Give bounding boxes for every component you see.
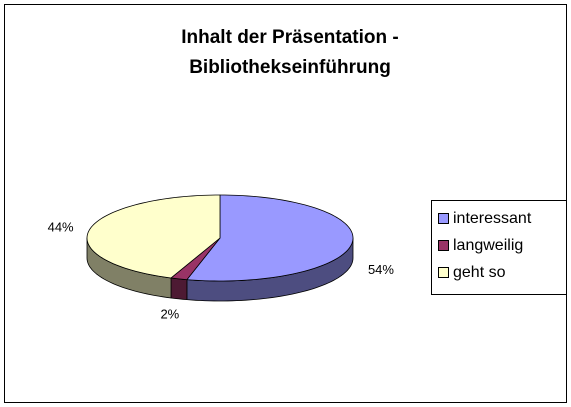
legend-swatch <box>438 267 449 278</box>
slice-side <box>170 277 188 301</box>
legend-label: langweilig <box>453 237 523 254</box>
legend-label: interessant <box>453 210 532 227</box>
data-label: 44% <box>48 219 74 234</box>
data-label: 54% <box>368 262 394 277</box>
slice-top <box>86 194 221 279</box>
data-label: 2% <box>160 307 179 322</box>
legend-label: geht so <box>453 264 506 281</box>
chart-title: Inhalt der Präsentation - <box>181 27 398 48</box>
legend-swatch <box>438 240 449 251</box>
legend-swatch <box>438 213 449 224</box>
chart-title: Bibliothekseinführung <box>189 57 391 78</box>
legend-box <box>431 200 567 295</box>
pie-slice <box>86 194 221 299</box>
slice-top <box>186 194 354 282</box>
